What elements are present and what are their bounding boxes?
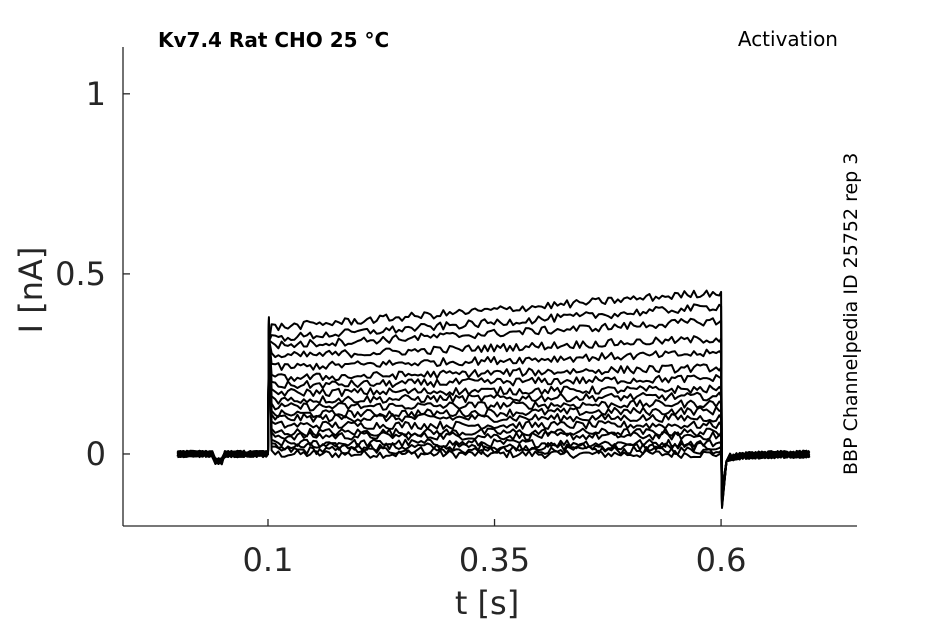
y-tick-label: 0.5 [55,255,106,293]
protocol-label: Activation [738,27,838,51]
current-trace [177,324,811,503]
current-trace [176,323,811,504]
y-tick-label: 0 [86,435,106,473]
current-trace [177,317,810,508]
current-trace [176,327,811,501]
current-trace [177,334,811,495]
current-trace [177,303,811,491]
current-trace [177,289,811,490]
current-trace [177,330,810,499]
source-label: BBP Channelpedia ID 25752 rep 3 [840,153,862,475]
x-tick-label: 0.35 [459,541,530,579]
ticks-group: 0.1 0.35 0.6 0 0.5 1 [55,75,746,579]
current-trace [177,319,810,507]
traces-group [176,289,811,509]
current-trace [176,332,810,498]
x-tick-label: 0.6 [696,541,747,579]
y-tick-label: 1 [86,75,106,113]
x-axis-title: t [s] [455,584,519,622]
x-tick-label: 0.1 [243,541,294,579]
current-trace [176,316,811,509]
current-trace [176,335,811,493]
chart-title: Kv7.4 Rat CHO 25 °C [158,28,389,52]
current-trace [176,333,810,496]
current-trace [177,321,810,505]
current-trace [176,329,811,500]
current-trace [176,336,811,494]
y-axis-title: I [nA] [12,247,50,334]
current-trace [176,317,811,492]
current-trace [176,320,811,506]
